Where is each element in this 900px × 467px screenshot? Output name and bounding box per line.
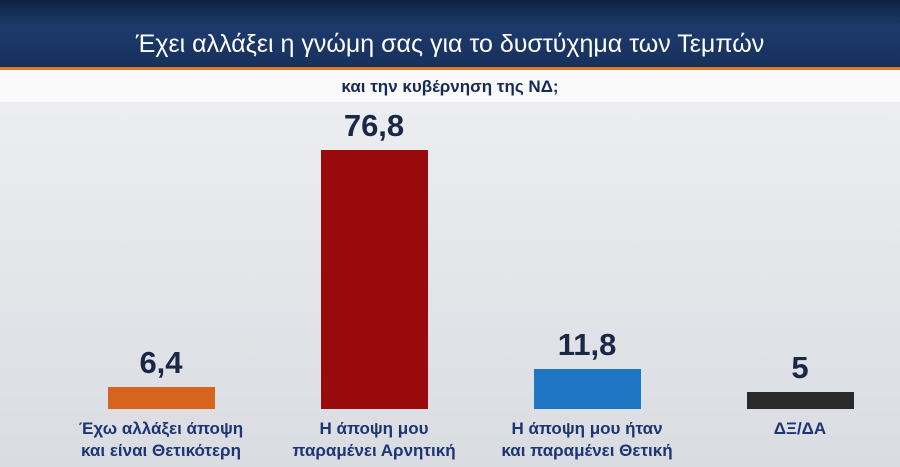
bar [746,392,854,409]
bar [107,387,215,409]
subtitle-band [0,70,900,102]
x-tick-label: Έχω αλλάξει άποψη και είναι Θετικότερη [78,419,244,460]
value-label: 5 [791,350,809,386]
value-label: 6,4 [139,345,183,381]
x-tick-label: Η άποψη μου παραμένει Αρνητική [292,419,456,460]
bar [533,369,641,409]
value-label: 11,8 [557,327,617,363]
bar [320,150,428,409]
header-band [0,0,900,67]
chart-subtitle: και την κυβέρνηση της ΝΔ; [341,77,559,96]
x-tick-label: ΔΞ/ΔΑ [773,419,827,438]
x-tick-label: Η άποψη μου ήταν και παραμένει Θετική [501,419,673,460]
chart-title: Έχει αλλάξει η γνώμη σας για το δυστύχημ… [135,30,765,58]
header-rule [0,67,900,70]
value-label: 76,8 [343,108,405,144]
